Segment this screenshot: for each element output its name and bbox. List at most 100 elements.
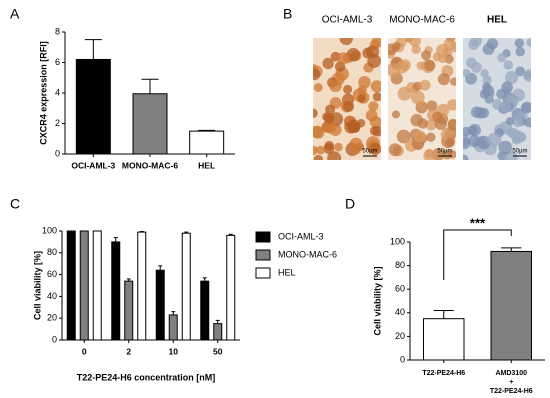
cell <box>357 94 366 103</box>
y-tick-label: 0 <box>400 354 405 364</box>
x-tick-label: T22-PE24-H6 <box>490 388 533 395</box>
cell <box>388 143 402 157</box>
cell <box>388 63 401 77</box>
x-tick-label: 10 <box>169 346 179 356</box>
cell <box>342 100 354 113</box>
x-tick-label: 50 <box>213 346 223 356</box>
bar <box>111 241 121 341</box>
cell <box>339 38 354 46</box>
bar <box>79 230 89 341</box>
x-tick-label: 2 <box>126 346 131 356</box>
legend-label: OCI-AML-3 <box>278 231 324 241</box>
cell <box>526 38 531 47</box>
cell <box>329 79 342 93</box>
legend-swatch <box>255 231 271 243</box>
cell <box>423 59 436 72</box>
cell <box>520 101 531 114</box>
y-tick-label: 40 <box>47 291 57 301</box>
cell <box>432 111 443 123</box>
x-tick-label: AMD3100 <box>495 370 527 377</box>
cell <box>391 110 400 119</box>
cell <box>503 60 514 70</box>
cell <box>486 38 499 50</box>
cell <box>369 142 381 156</box>
bar <box>75 58 111 155</box>
cell <box>399 59 411 72</box>
cell <box>477 135 491 150</box>
cell <box>478 107 490 119</box>
legend-swatch <box>255 267 271 279</box>
cell <box>468 39 479 50</box>
cell <box>346 48 361 62</box>
cell <box>423 149 437 160</box>
cell <box>358 75 371 89</box>
cell <box>511 136 521 145</box>
cell <box>450 77 456 86</box>
x-tick-label: OCI-AML-3 <box>71 160 115 170</box>
cell <box>411 44 421 54</box>
cell <box>482 84 495 97</box>
cell <box>367 54 381 68</box>
cell <box>515 66 526 77</box>
cell <box>313 108 318 118</box>
x-tick-label: 0 <box>82 346 87 356</box>
cell <box>468 135 481 148</box>
y-tick-label: 8 <box>55 26 60 36</box>
cell <box>463 154 469 160</box>
cell <box>323 113 335 124</box>
y-tick-label: 20 <box>395 331 405 341</box>
cell <box>515 46 525 57</box>
y-tick-label: 2 <box>55 118 60 128</box>
cell <box>337 52 350 65</box>
significance-label: *** <box>470 215 486 230</box>
bar <box>226 234 236 341</box>
cell <box>504 70 519 85</box>
cell <box>347 119 361 134</box>
legend-swatch <box>255 249 271 261</box>
cell <box>471 62 482 73</box>
cell <box>438 54 447 64</box>
cell <box>445 138 455 148</box>
cell <box>313 125 325 139</box>
image-label: HEL <box>487 15 507 26</box>
micrograph <box>313 38 381 160</box>
y-tick-label: 80 <box>395 260 405 270</box>
cell <box>370 80 381 93</box>
panel-label: C <box>10 196 20 212</box>
y-tick-label: 100 <box>42 225 57 235</box>
micrograph <box>463 38 531 160</box>
cell <box>316 145 325 155</box>
cell <box>497 53 507 63</box>
y-tick-label: 0 <box>52 334 57 344</box>
cell <box>417 118 428 129</box>
bar <box>137 231 147 341</box>
cell <box>421 50 432 61</box>
panel-label: A <box>10 6 20 22</box>
cell <box>442 149 452 160</box>
cell <box>463 68 471 78</box>
cell <box>313 145 318 156</box>
cell <box>512 115 524 128</box>
cell <box>514 38 525 48</box>
bar <box>132 93 168 155</box>
cell <box>349 137 363 152</box>
bar <box>155 269 165 341</box>
cell <box>365 109 378 122</box>
y-tick-label: 6 <box>55 57 60 67</box>
x-tick-label: HEL <box>198 160 215 170</box>
y-tick-label: 0 <box>55 148 60 158</box>
cell <box>410 90 425 105</box>
micrograph <box>388 38 456 160</box>
y-axis-label: CXCR4 expression [RFI] <box>38 41 48 145</box>
bar <box>423 318 465 361</box>
bar <box>124 280 134 341</box>
cell <box>444 54 454 64</box>
bar <box>200 280 210 341</box>
y-tick-label: 60 <box>47 269 57 279</box>
bar <box>168 314 178 341</box>
bar <box>213 323 223 341</box>
cell <box>324 140 334 151</box>
cell <box>334 142 343 152</box>
cell <box>440 128 454 141</box>
cell <box>413 130 427 143</box>
